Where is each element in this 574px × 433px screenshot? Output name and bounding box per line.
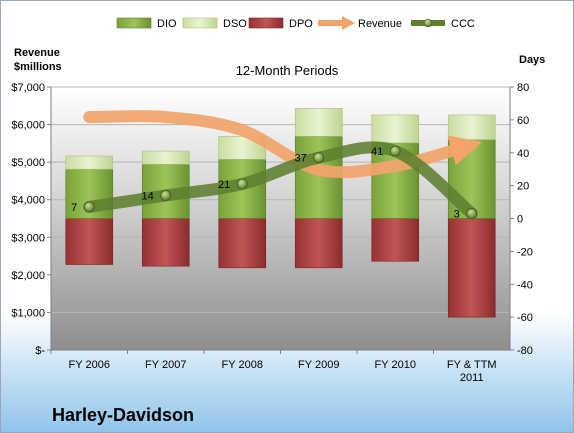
dso-bar [371, 114, 420, 144]
dso-bar [447, 114, 496, 140]
legend-swatch [116, 17, 152, 29]
right-tick-label: 60 [517, 115, 529, 127]
left-tick-label: $3,000 [11, 232, 45, 244]
plot-area [51, 87, 510, 350]
legend-label: DPO [289, 18, 313, 30]
right-tick-label: -60 [517, 312, 533, 324]
ccc-data-label: 41 [371, 146, 383, 158]
legend-item-dpo: DPO [248, 17, 313, 30]
right-axis-title: Days [519, 54, 545, 66]
legend: DIO DSO DPO Revenue CCC [116, 16, 475, 30]
legend-item-dio: DIO [116, 17, 177, 30]
right-tick-label: 20 [517, 181, 529, 193]
ccc-point [160, 190, 172, 201]
legend-label: Revenue [358, 18, 402, 30]
ccc-data-label: 14 [142, 190, 154, 202]
right-tick-label: -20 [517, 246, 533, 258]
ccc-point [83, 201, 95, 213]
legend-label: DSO [223, 18, 247, 30]
legend-swatch [182, 17, 218, 29]
right-tick-label: 80 [517, 82, 529, 94]
dso-bar [294, 108, 343, 137]
left-tick-label: $7,000 [11, 82, 45, 94]
x-tick-label: FY 2010 [375, 359, 416, 371]
legend-marker [423, 18, 433, 28]
dpo-bar [447, 218, 496, 318]
ccc-point [389, 145, 401, 157]
dso-bar [65, 155, 114, 170]
dpo-bar [371, 218, 420, 262]
revenue-layer [83, 110, 482, 179]
dpo-bar [294, 218, 343, 269]
company-name: Harley-Davidson [52, 405, 194, 425]
x-tick-label: FY 2008 [222, 359, 263, 371]
ccc-data-label: 7 [71, 202, 77, 214]
legend-label: CCC [451, 18, 475, 30]
dso-bar [141, 150, 190, 165]
left-axis-title-line-1: Revenue [14, 47, 60, 59]
left-axis-ticks: $- $1,000 $2,000 $3,000 $4,000 $5,000 $6,000 $7… [11, 82, 51, 357]
legend-item-dso: DSO [182, 17, 247, 30]
left-tick-label: $- [35, 345, 45, 357]
right-tick-label: -40 [517, 279, 533, 291]
legend-item-revenue: Revenue [318, 16, 402, 30]
legend-swatch [248, 17, 284, 29]
legend-item-ccc: CCC [411, 18, 475, 30]
gridlines [51, 86, 510, 313]
ccc-data-label: 3 [454, 209, 460, 221]
left-tick-label: $5,000 [11, 157, 45, 169]
x-tick-label: FY 2007 [145, 359, 186, 371]
x-tick-label: FY & TTM 2011 [447, 359, 497, 384]
left-tick-label: $2,000 [11, 270, 45, 282]
ccc-layer: 7 14 21 37 41 3 [71, 141, 478, 221]
x-axis-ticks: FY 2006 FY 2007 FY 2008 FY 2009 FY 2010 FY & … [50, 350, 497, 384]
ccc-data-label: 37 [295, 153, 307, 165]
left-tick-label: $6,000 [11, 120, 45, 132]
left-tick-label: $1,000 [11, 307, 45, 319]
x-tick-label: FY 2006 [69, 359, 110, 371]
legend-arrow-head [342, 16, 355, 30]
chart-subtitle: 12-Month Periods [236, 63, 339, 78]
x-tick-label: FY 2009 [298, 359, 339, 371]
dpo-bar [65, 218, 114, 265]
ccc-data-label: 21 [218, 179, 230, 191]
left-tick-label: $4,000 [11, 195, 45, 207]
dpo-bar [218, 218, 267, 269]
dpo-bar [141, 218, 190, 267]
ccc-point [236, 178, 248, 190]
ccc-point [313, 152, 325, 164]
revenue-line [83, 110, 482, 179]
right-tick-label: 40 [517, 148, 529, 160]
ccc-point [466, 208, 478, 219]
right-tick-label: -80 [517, 345, 533, 357]
right-axis-ticks: -80 -60 -40 -20 0 20 40 60 80 [510, 82, 533, 357]
right-tick-label: 0 [517, 214, 523, 226]
left-axis-title-line-2: $millions [14, 61, 62, 73]
legend-label: DIO [157, 18, 177, 30]
